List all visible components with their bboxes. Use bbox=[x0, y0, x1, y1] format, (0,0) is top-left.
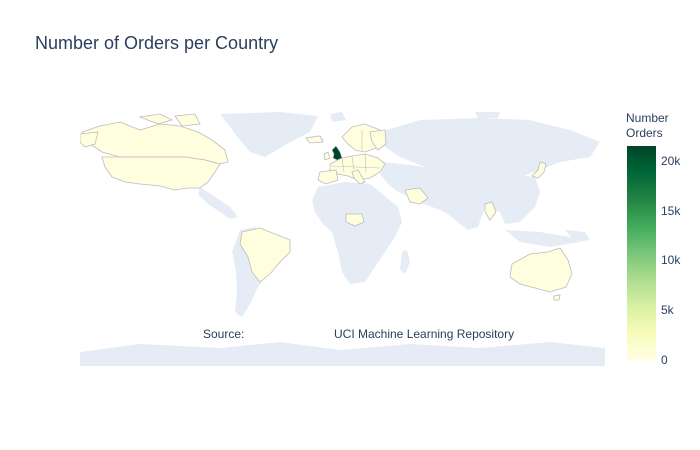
colorbar-gradient bbox=[627, 146, 656, 360]
colorbar-tick-0: 0 bbox=[661, 353, 668, 367]
colorbar-tick-5k: 5k bbox=[661, 303, 674, 318]
colorbar-title-line2: Orders bbox=[626, 126, 663, 140]
source-label: Source: bbox=[203, 327, 245, 341]
chart-title: Number of Orders per Country bbox=[35, 33, 279, 53]
colorbar-tick-15k: 15k bbox=[661, 203, 681, 218]
source-value: UCI Machine Learning Repository bbox=[334, 327, 515, 341]
map-svg bbox=[79, 112, 605, 366]
data-countries-layer bbox=[79, 113, 573, 301]
colorbar-title-line1: Number bbox=[626, 111, 669, 125]
colorbar-tick-10k: 10k bbox=[661, 253, 681, 268]
world-map[interactable] bbox=[79, 112, 605, 366]
colorbar-tick-20k: 20k bbox=[661, 153, 681, 168]
border-lines bbox=[331, 130, 381, 173]
uk-shape[interactable] bbox=[331, 145, 343, 161]
colorbar bbox=[627, 146, 656, 360]
colorbar-title: Number Orders bbox=[626, 111, 686, 141]
